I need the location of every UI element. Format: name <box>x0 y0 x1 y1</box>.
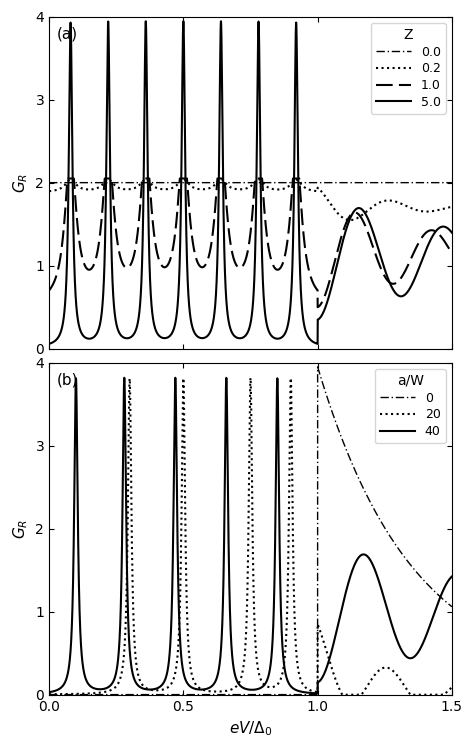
Text: (a): (a) <box>57 26 78 42</box>
Legend: 0, 20, 40: 0, 20, 40 <box>375 369 446 443</box>
X-axis label: $eV/\Delta_0$: $eV/\Delta_0$ <box>228 719 273 738</box>
Legend: 0.0, 0.2, 1.0, 5.0: 0.0, 0.2, 1.0, 5.0 <box>371 23 446 114</box>
Y-axis label: $G_R$: $G_R$ <box>11 172 30 192</box>
Y-axis label: $G_R$: $G_R$ <box>11 518 30 539</box>
Text: (b): (b) <box>57 373 79 388</box>
